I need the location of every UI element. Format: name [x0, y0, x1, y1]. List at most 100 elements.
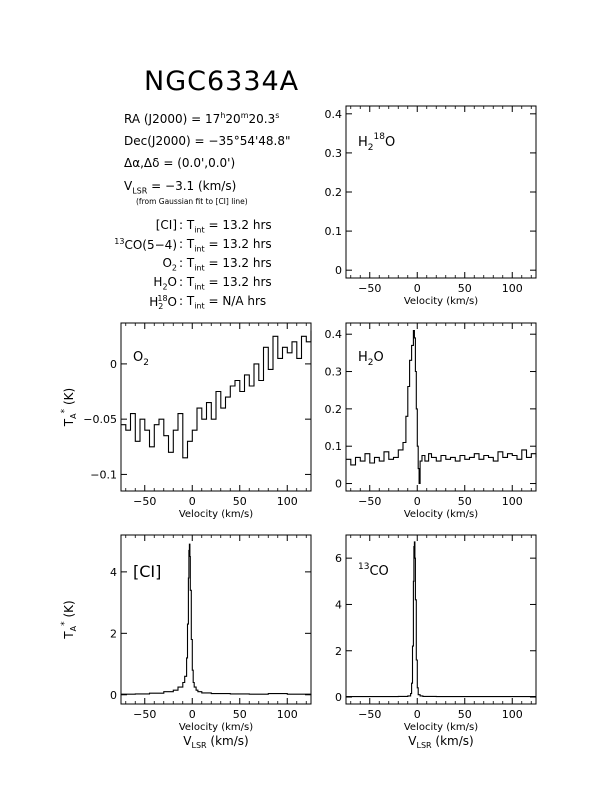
integration-line: H218O — [149, 294, 177, 311]
y-tick-label: 0.1 — [325, 225, 343, 238]
integration-line: 13CO(5−4) — [114, 237, 177, 252]
y-tick-label: 2 — [335, 645, 342, 658]
spectrum-line — [346, 541, 536, 698]
offset-eq: = — [163, 156, 174, 170]
offset-label: Δα,Δδ — [124, 156, 160, 170]
x-axis-label-vlsr: VLSR (km/s) — [408, 734, 473, 750]
x-axis-label: Velocity (km/s) — [404, 722, 478, 733]
x-tick-label: 100 — [277, 495, 298, 508]
plot-frame — [120, 322, 312, 492]
ra-s-unit: s — [275, 111, 280, 120]
y-tick-label: 0 — [335, 478, 342, 491]
integration-line: O2 — [162, 256, 177, 272]
species-name: CO(5−4) — [124, 238, 177, 252]
y-tick-label: 0 — [110, 358, 117, 371]
x-tick-label: −50 — [358, 282, 381, 295]
spectrum-panel-h2o: −50 0 50 100 0 0.1 0.2 0.3 0.4 Velocity (km/s) H2O — [325, 322, 537, 520]
x-tick-label: 50 — [233, 495, 247, 508]
ra-minutes: 20 — [225, 112, 241, 126]
panel-label: [CI] — [133, 562, 161, 581]
spectrum-panel-ci: −50 0 50 100 0 2 4 Velocity (km/s)VLSR (km/s) TA… — [60, 534, 312, 750]
plot-frame — [345, 322, 537, 492]
ra-label: RA (J2000) — [124, 112, 188, 126]
ra-line: RA (J2000) = 17h20m20.3s — [124, 111, 279, 126]
x-axis-label-vlsr: VLSR (km/s) — [183, 734, 248, 750]
x-tick-label: 0 — [414, 282, 421, 295]
x-tick-label: −50 — [358, 495, 381, 508]
species-name: H — [153, 275, 163, 289]
panel-label: H2O — [358, 350, 384, 368]
y-tick-label: 0 — [335, 691, 342, 704]
page-title: NGC6334A — [144, 66, 300, 97]
species-iso: 13 — [114, 237, 125, 246]
x-axis-label: Velocity (km/s) — [179, 509, 253, 520]
tint-sub: int — [194, 244, 205, 254]
tint-value: = 13.2 hrs — [208, 237, 272, 251]
tint-value: = 13.2 hrs — [208, 256, 272, 270]
y-tick-label: 4 — [335, 598, 342, 611]
x-tick-label: 50 — [458, 495, 472, 508]
integration-line: H2O — [153, 275, 177, 291]
species-sub: 2 — [158, 302, 164, 312]
y-tick-label: −0.05 — [83, 413, 117, 426]
vlsr-note: (from Gaussian fit to [CI] line) — [136, 197, 248, 206]
ra-seconds: 20.3 — [248, 112, 276, 126]
tint-colon: : T — [179, 237, 195, 251]
y-axis-label: TA* (K) — [60, 388, 78, 427]
x-tick-label: 100 — [502, 708, 523, 721]
y-tick-label: 0.3 — [325, 366, 343, 379]
x-tick-label: 50 — [458, 282, 472, 295]
y-tick-label: 0.4 — [325, 328, 343, 341]
integration-value: : Tint = 13.2 hrs — [179, 218, 272, 234]
ra-eq: = — [191, 112, 202, 126]
x-tick-label: 100 — [502, 495, 523, 508]
x-tick-label: −50 — [358, 708, 381, 721]
y-axis-label: TA* (K) — [60, 600, 78, 639]
tint-colon: : T — [179, 256, 195, 270]
vlsr-line: VLSR = −3.1 (km/s) — [124, 179, 236, 195]
species-name: O — [162, 256, 172, 270]
y-tick-label: 6 — [335, 552, 342, 565]
spectrum-panel-h218o: −50 0 50 100 0 0.1 0.2 0.3 0.4 Velocity (km/s) H21… — [325, 105, 537, 307]
tint-sub: int — [194, 263, 205, 273]
x-tick-label: −50 — [133, 495, 156, 508]
tint-value: = 13.2 hrs — [208, 218, 272, 232]
ra-m-unit: m — [240, 111, 249, 120]
species-name: H — [149, 295, 159, 309]
integration-value: : Tint = 13.2 hrs — [179, 256, 272, 272]
spectrum-panel-13co: −50 0 50 100 0 2 4 6 Velocity (km/s)VLSR (km/s) 1… — [335, 534, 537, 750]
y-tick-label: 0.1 — [325, 440, 343, 453]
spectrum-line — [121, 543, 312, 695]
panel-label: O2 — [133, 350, 149, 368]
x-tick-label: 0 — [189, 495, 196, 508]
species-tail: O — [167, 295, 177, 309]
integration-line: [CI] — [156, 218, 177, 232]
tint-sub: int — [194, 301, 205, 311]
y-tick-label: 0 — [335, 264, 342, 277]
x-axis-label: Velocity (km/s) — [404, 509, 478, 520]
vlsr-value: = −3.1 (km/s) — [151, 179, 237, 193]
species-sub: 2 — [162, 282, 168, 292]
species-sub: 2 — [171, 263, 177, 273]
y-tick-label: 0.2 — [325, 403, 343, 416]
ra-hours: 17 — [205, 112, 221, 126]
x-tick-label: 100 — [277, 708, 298, 721]
tint-sub: int — [194, 282, 205, 292]
tint-colon: : T — [179, 218, 195, 232]
panel-label: H218O — [358, 132, 395, 153]
x-tick-label: −50 — [133, 708, 156, 721]
x-tick-label: 100 — [502, 282, 523, 295]
x-tick-label: 0 — [414, 495, 421, 508]
dec-label: Dec(J2000) — [124, 134, 191, 148]
x-axis-label: Velocity (km/s) — [404, 296, 478, 307]
y-tick-label: 0.4 — [325, 108, 343, 121]
species-name: [CI] — [155, 218, 177, 232]
y-tick-label: 0.2 — [325, 186, 343, 199]
dec-eq: = — [194, 134, 205, 148]
y-tick-label: −0.1 — [90, 468, 117, 481]
tint-value: = 13.2 hrs — [208, 275, 272, 289]
vlsr-label: V — [124, 179, 133, 193]
y-tick-label: 0 — [110, 689, 117, 702]
